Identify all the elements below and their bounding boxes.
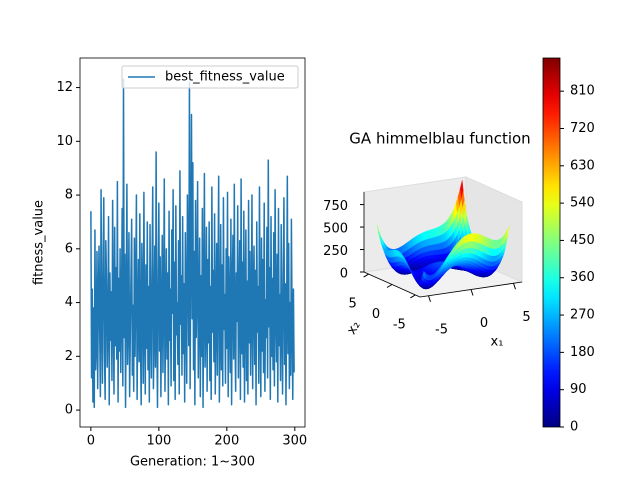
x-tick-label: 0: [480, 316, 488, 331]
z-tick-label: 250: [323, 244, 348, 259]
y-tick: [363, 273, 369, 278]
colorbar-tick-label: 90: [570, 382, 587, 397]
surface: [377, 180, 509, 290]
x-tick-label: 200: [214, 434, 239, 449]
x-tick: [470, 289, 474, 296]
x-axis-label: x₁: [491, 335, 504, 350]
y-tick-label: 6: [65, 241, 73, 256]
colorbar-tick-label: 270: [570, 308, 595, 323]
series-line: [90, 78, 295, 409]
colorbar-tick-label: 180: [570, 345, 595, 360]
y-tick-label: 4: [65, 295, 73, 310]
x-tick-label: -5: [435, 322, 448, 337]
y-tick: [386, 284, 393, 288]
colorbar-tick-label: 810: [570, 84, 595, 99]
colorbar-tick-label: 0: [570, 420, 578, 435]
x-tick-label: 300: [282, 434, 307, 449]
x-tick-label: 5: [522, 310, 530, 325]
y-tick-label: 5: [349, 297, 357, 312]
colorbar-tick-label: 540: [570, 196, 595, 211]
x-tick: [428, 295, 431, 302]
colorbar-tick-label: 360: [570, 270, 595, 285]
x-tick-label: 0: [87, 434, 95, 449]
x-axis-label: Generation: 1~300: [130, 455, 255, 470]
z-tick-label: 500: [323, 222, 348, 237]
legend-label: best_fitness_value: [165, 70, 285, 85]
axes-frame: [79, 57, 306, 428]
colorbar-tick-label: 720: [570, 121, 595, 136]
y-tick: [410, 294, 416, 299]
legend: best_fitness_value: [121, 65, 299, 89]
y-axis-label: x₂: [344, 319, 363, 338]
chart-title: GA himmelblau function: [349, 130, 530, 148]
y-tick-label: 8: [65, 188, 73, 203]
z-tick-label: 750: [323, 199, 348, 214]
legend-box: [121, 65, 299, 89]
y-axis-label: fitness_value: [32, 200, 47, 285]
z-tick-label: 0: [340, 267, 348, 282]
surface-patch: [422, 270, 427, 279]
y-tick-label: 12: [56, 80, 73, 95]
y-tick-label: -5: [393, 317, 406, 332]
y-tick-label: 0: [372, 307, 380, 322]
x-tick: [513, 283, 516, 290]
colorbar-tick-label: 630: [570, 158, 595, 173]
y-tick-label: 2: [65, 349, 73, 364]
colorbar-tick-label: 450: [570, 233, 595, 248]
x-tick-label: 100: [146, 434, 171, 449]
colorbar: [542, 57, 561, 428]
y-tick-label: 0: [65, 403, 73, 418]
y-tick-label: 10: [56, 134, 73, 149]
